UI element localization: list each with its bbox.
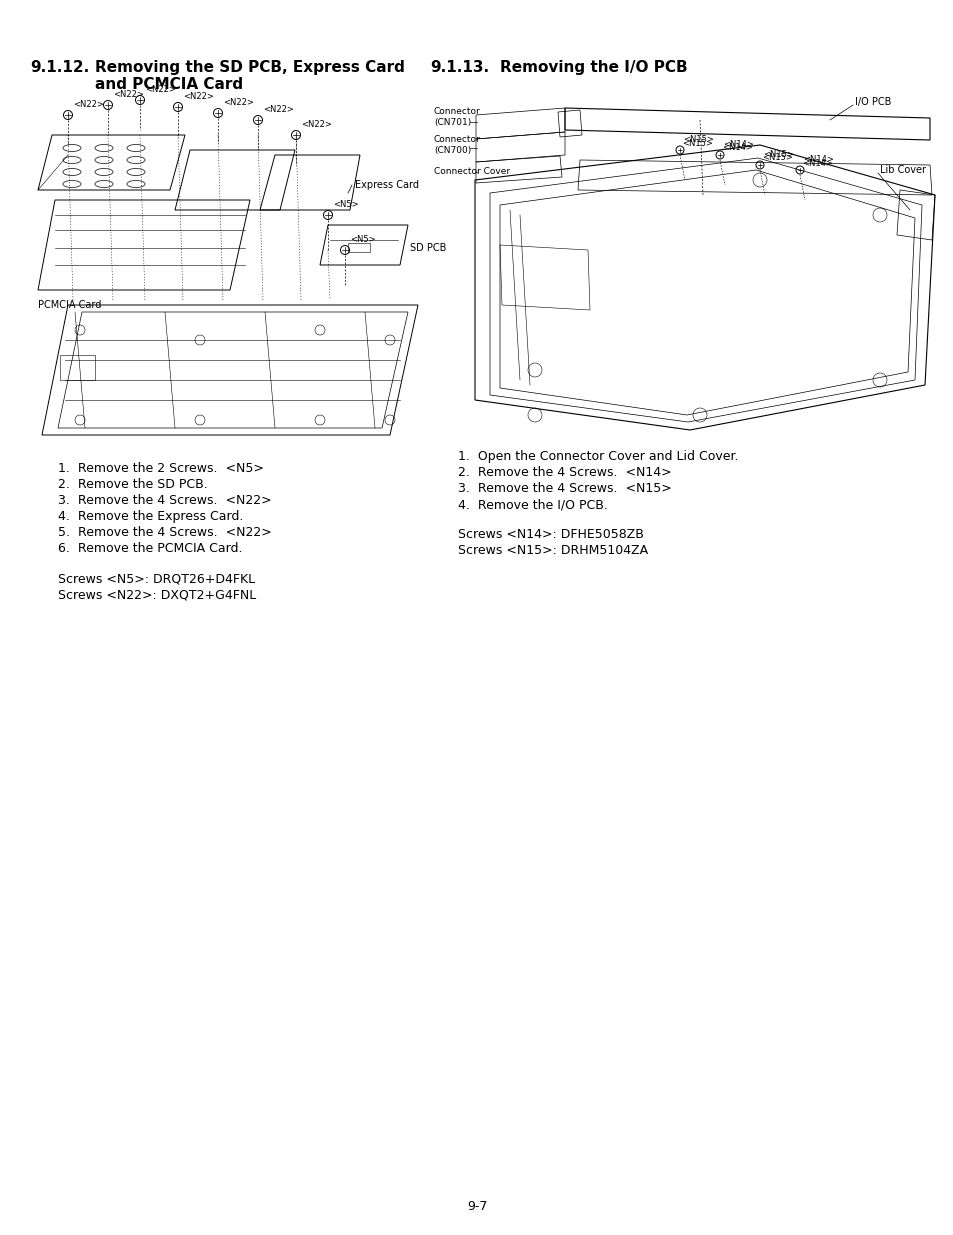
Text: <N22>: <N22> bbox=[112, 90, 144, 99]
Text: 2.  Remove the 4 Screws.  <N14>: 2. Remove the 4 Screws. <N14> bbox=[457, 466, 671, 479]
Text: (CN701): (CN701) bbox=[434, 117, 471, 126]
Text: (CN700): (CN700) bbox=[434, 146, 471, 154]
Text: Screws <N14>: DFHE5058ZB: Screws <N14>: DFHE5058ZB bbox=[457, 529, 643, 541]
Text: <N5>: <N5> bbox=[333, 200, 358, 209]
Text: I/O PCB: I/O PCB bbox=[854, 98, 890, 107]
Text: and PCMCIA Card: and PCMCIA Card bbox=[95, 77, 243, 91]
Text: Connector: Connector bbox=[434, 107, 480, 116]
Text: Removing the I/O PCB: Removing the I/O PCB bbox=[499, 61, 687, 75]
Text: Connector Cover: Connector Cover bbox=[434, 168, 510, 177]
Text: Connector: Connector bbox=[434, 136, 480, 144]
Text: PCMCIA Card: PCMCIA Card bbox=[38, 300, 101, 310]
Text: Express Card: Express Card bbox=[355, 180, 418, 190]
Text: <N14>: <N14> bbox=[721, 143, 752, 152]
Text: 3.  Remove the 4 Screws.  <N15>: 3. Remove the 4 Screws. <N15> bbox=[457, 482, 671, 495]
Text: Screws <N5>: DRQT26+D4FKL: Screws <N5>: DRQT26+D4FKL bbox=[58, 572, 254, 585]
Text: <N22>: <N22> bbox=[223, 98, 253, 107]
Text: Screws <N22>: DXQT2+G4FNL: Screws <N22>: DXQT2+G4FNL bbox=[58, 588, 256, 601]
Text: SD PCB: SD PCB bbox=[410, 243, 446, 253]
Text: Screws <N15>: DRHM5104ZA: Screws <N15>: DRHM5104ZA bbox=[457, 543, 647, 557]
Text: <N15>: <N15> bbox=[761, 153, 792, 163]
Text: <N14>: <N14> bbox=[722, 140, 753, 149]
Text: 1.  Open the Connector Cover and Lid Cover.: 1. Open the Connector Cover and Lid Cove… bbox=[457, 450, 738, 463]
Text: <N15>: <N15> bbox=[682, 135, 713, 144]
Text: <N14>: <N14> bbox=[801, 158, 832, 168]
Text: 3.  Remove the 4 Screws.  <N22>: 3. Remove the 4 Screws. <N22> bbox=[58, 494, 272, 508]
Text: 1.  Remove the 2 Screws.  <N5>: 1. Remove the 2 Screws. <N5> bbox=[58, 462, 264, 475]
Text: <N22>: <N22> bbox=[263, 105, 294, 114]
Text: <N22>: <N22> bbox=[301, 120, 332, 128]
Text: 5.  Remove the 4 Screws.  <N22>: 5. Remove the 4 Screws. <N22> bbox=[58, 526, 272, 538]
Text: Lib Cover: Lib Cover bbox=[879, 165, 925, 175]
Text: <N22>: <N22> bbox=[183, 91, 213, 101]
Text: 9.1.13.: 9.1.13. bbox=[430, 61, 489, 75]
Text: 2.  Remove the SD PCB.: 2. Remove the SD PCB. bbox=[58, 478, 208, 492]
Text: 4.  Remove the I/O PCB.: 4. Remove the I/O PCB. bbox=[457, 498, 607, 511]
Text: <N15>: <N15> bbox=[681, 138, 712, 147]
Text: <N22>: <N22> bbox=[73, 100, 104, 109]
Text: 6.  Remove the PCMCIA Card.: 6. Remove the PCMCIA Card. bbox=[58, 542, 242, 555]
Text: Removing the SD PCB, Express Card: Removing the SD PCB, Express Card bbox=[95, 61, 404, 75]
Text: <N5>: <N5> bbox=[350, 235, 375, 245]
Text: 4.  Remove the Express Card.: 4. Remove the Express Card. bbox=[58, 510, 243, 522]
Text: 9-7: 9-7 bbox=[466, 1200, 487, 1213]
Text: 9.1.12.: 9.1.12. bbox=[30, 61, 90, 75]
Text: <N15>: <N15> bbox=[762, 149, 793, 159]
Text: <N22>: <N22> bbox=[145, 85, 175, 94]
Text: <N14>: <N14> bbox=[802, 156, 833, 164]
